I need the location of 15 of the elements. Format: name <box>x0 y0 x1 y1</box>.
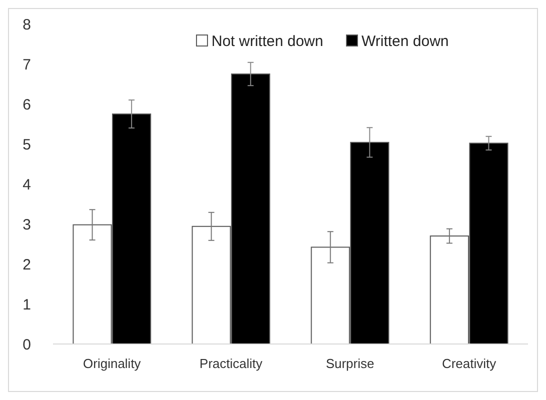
y-tick-label: 4 <box>22 176 31 194</box>
y-tick-label: 8 <box>22 16 31 34</box>
legend-label: Not written down <box>212 33 324 50</box>
y-tick-label: 3 <box>22 216 31 234</box>
y-tick-label: 6 <box>22 96 31 114</box>
x-tick-label: Originality <box>83 356 142 371</box>
y-tick-label: 7 <box>22 56 31 74</box>
x-tick-label: Creativity <box>442 356 497 371</box>
x-tick-label: Practicality <box>200 356 263 371</box>
y-tick-label: 1 <box>22 296 31 314</box>
y-tick-label: 2 <box>22 256 31 274</box>
x-tick-label: Surprise <box>326 356 374 371</box>
y-tick-label: 5 <box>22 136 31 154</box>
y-tick-label: 0 <box>22 336 31 354</box>
legend-label: Written down <box>362 33 449 50</box>
